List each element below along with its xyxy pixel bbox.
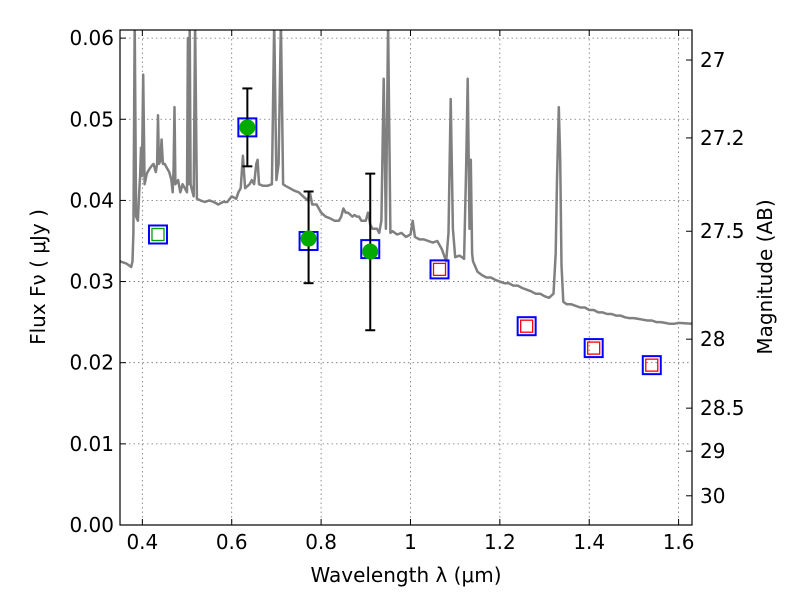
right-y-tick-label: 30 [700,484,725,508]
marker-layer [147,87,662,376]
plot-frame [119,29,693,526]
y-tick-label: 0.03 [69,270,114,294]
y-tick-label: 0.06 [69,26,114,50]
model-flux-square [516,316,537,337]
x-axis-label: Wavelength λ (μm) [310,563,501,587]
photometry-square [151,227,165,242]
x-tick-label: 1.4 [573,530,605,554]
y-tick-label: 0.05 [69,107,114,131]
right-y-tick-label: 27 [700,48,725,72]
observed-flux-point [300,230,317,247]
y-axis-label: Flux Fν ( μJy ) [26,209,50,345]
x-tick-label: 0.6 [216,530,248,554]
x-tick-label: 1.2 [484,530,516,554]
photometry-square [645,358,659,372]
spectrum-line [120,30,692,326]
y-tick-label: 0.00 [69,513,114,537]
x-tick-label: 0.8 [305,530,337,554]
y-tick-label: 0.01 [69,432,114,456]
right-y-tick-label: 28 [700,327,725,351]
right-y-tick-label: 28.5 [700,396,745,420]
right-y-tick-label: 29 [700,439,725,463]
x-tick-label: 0.4 [126,530,158,554]
model-flux-square [583,338,604,359]
y-tick-label: 0.04 [69,188,114,212]
observed-flux-point [362,243,379,260]
tick-layer: 0.4 0.6 0.8 1 1.2 1.4 1.6 0.00 0.01 0.02 0.03 0.04 0… [69,26,744,554]
spectrum-layer [120,30,692,326]
right-y-axis-label: Magnitude (AB) [753,199,777,354]
y-tick-label: 0.02 [69,351,114,375]
grid-lines [120,30,692,526]
x-tick-label: 1 [404,530,417,554]
observed-flux-point [239,119,256,136]
model-flux-square [429,259,450,280]
photometry-square [432,262,447,277]
x-tick-label: 1.6 [663,530,695,554]
photometry-square [520,319,534,333]
right-y-tick-label: 27.5 [700,219,745,243]
right-y-tick-label: 27.2 [700,126,745,150]
photometry-square [587,341,601,355]
model-flux-square [147,224,168,245]
model-flux-square [641,355,662,376]
